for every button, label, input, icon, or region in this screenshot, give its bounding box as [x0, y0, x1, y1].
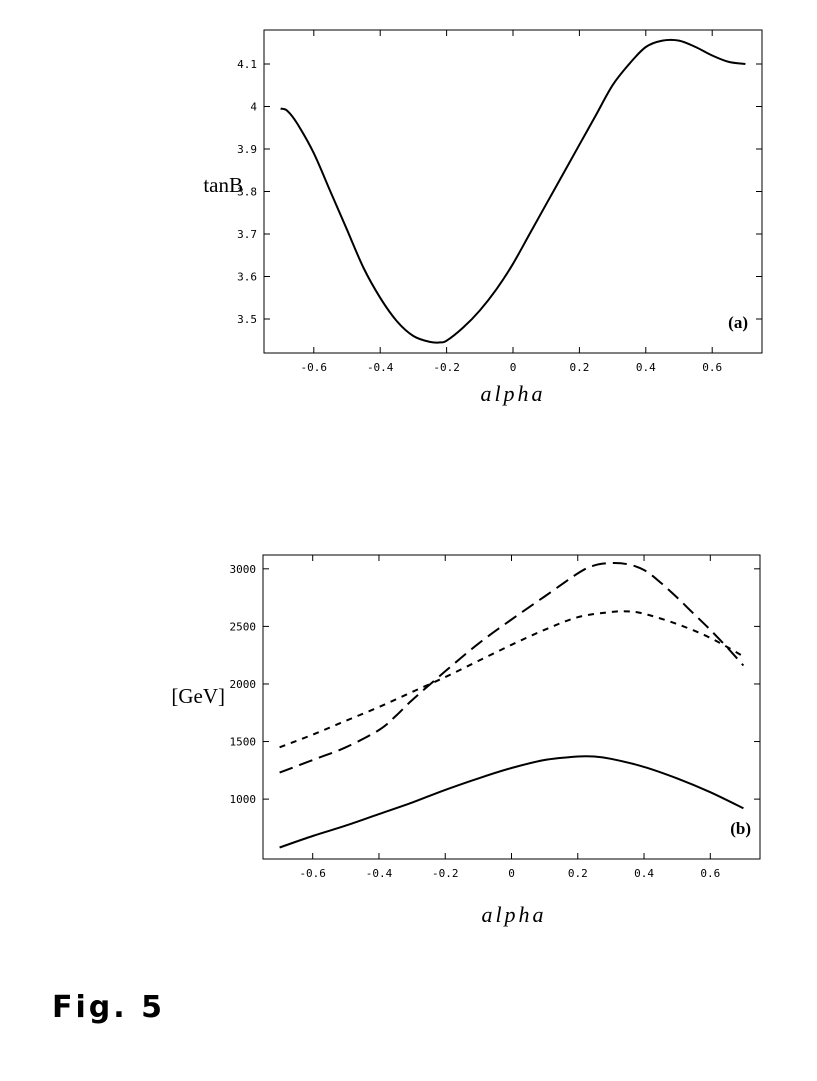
series-lines-a — [280, 38, 746, 344]
y-tick-label-b-4: 3000 — [230, 563, 257, 576]
tick-marks-a — [264, 30, 762, 353]
y-tick-label-b-3: 2500 — [230, 620, 257, 633]
y-tick-label-b-2: 2000 — [230, 678, 257, 691]
y-tick-label-a-5: 4 — [250, 101, 257, 114]
x-tick-label-a-4: 0.2 — [569, 361, 589, 374]
y-axis-label-b: [GeV] — [171, 684, 225, 708]
x-tick-label-a-3: 0 — [510, 361, 517, 374]
series-line-b-1 — [279, 610, 744, 749]
y-tick-label-b-0: 1000 — [230, 793, 257, 806]
x-tick-label-a-0: -0.6 — [301, 361, 328, 374]
x-tick-label-b-3: 0 — [508, 867, 515, 880]
series-line-b-2 — [279, 755, 744, 849]
series-lines-b — [279, 562, 745, 849]
y-tick-label-a-3: 3.8 — [237, 186, 257, 199]
panel-label-b: (b) — [730, 819, 751, 838]
y-tick-label-a-2: 3.7 — [237, 228, 257, 241]
plot-frame-b — [262, 554, 761, 860]
x-tick-label-b-6: 0.6 — [700, 867, 720, 880]
x-tick-label-a-6: 0.6 — [702, 361, 722, 374]
tick-labels-b: -0.6 -0.4 -0.2 0 0.2 0.4 0.6 1000 1500 2000 2500 30… — [230, 563, 721, 880]
x-tick-label-b-2: -0.2 — [432, 867, 459, 880]
y-tick-label-b-1: 1500 — [230, 736, 257, 749]
y-tick-label-a-4: 3.9 — [237, 143, 257, 156]
panel-a: -0.6 -0.4 -0.2 0 0.2 0.4 0.6 3.5 3.6 3.7 3.8 3.9 4 4.… — [203, 29, 763, 406]
tick-labels-a: -0.6 -0.4 -0.2 0 0.2 0.4 0.6 3.5 3.6 3.7 3.8 3.9 4 4.… — [237, 58, 722, 374]
x-axis-label-b: alpha — [481, 902, 546, 927]
x-axis-label-a: alpha — [480, 381, 545, 406]
panel-b: -0.6 -0.4 -0.2 0 0.2 0.4 0.6 1000 1500 2000 2500 30… — [171, 554, 761, 927]
y-tick-label-a-6: 4.1 — [237, 58, 257, 71]
tick-marks-b — [263, 555, 760, 859]
x-tick-label-b-4: 0.2 — [568, 867, 588, 880]
plot-frame-a — [263, 29, 763, 354]
x-tick-label-a-5: 0.4 — [636, 361, 656, 374]
panel-label-a: (a) — [728, 313, 748, 332]
figure-caption: Fig. 5 — [52, 990, 165, 1025]
x-tick-label-b-5: 0.4 — [634, 867, 654, 880]
x-tick-label-a-1: -0.4 — [367, 361, 394, 374]
series-line-b-0 — [279, 562, 745, 774]
series-line-a-0 — [280, 38, 746, 344]
x-tick-label-a-2: -0.2 — [433, 361, 460, 374]
y-tick-label-a-0: 3.5 — [237, 313, 257, 326]
y-axis-label-a: tanB — [203, 173, 243, 197]
x-tick-label-b-1: -0.4 — [366, 867, 393, 880]
x-tick-label-b-0: -0.6 — [299, 867, 326, 880]
y-tick-label-a-1: 3.6 — [237, 271, 257, 284]
